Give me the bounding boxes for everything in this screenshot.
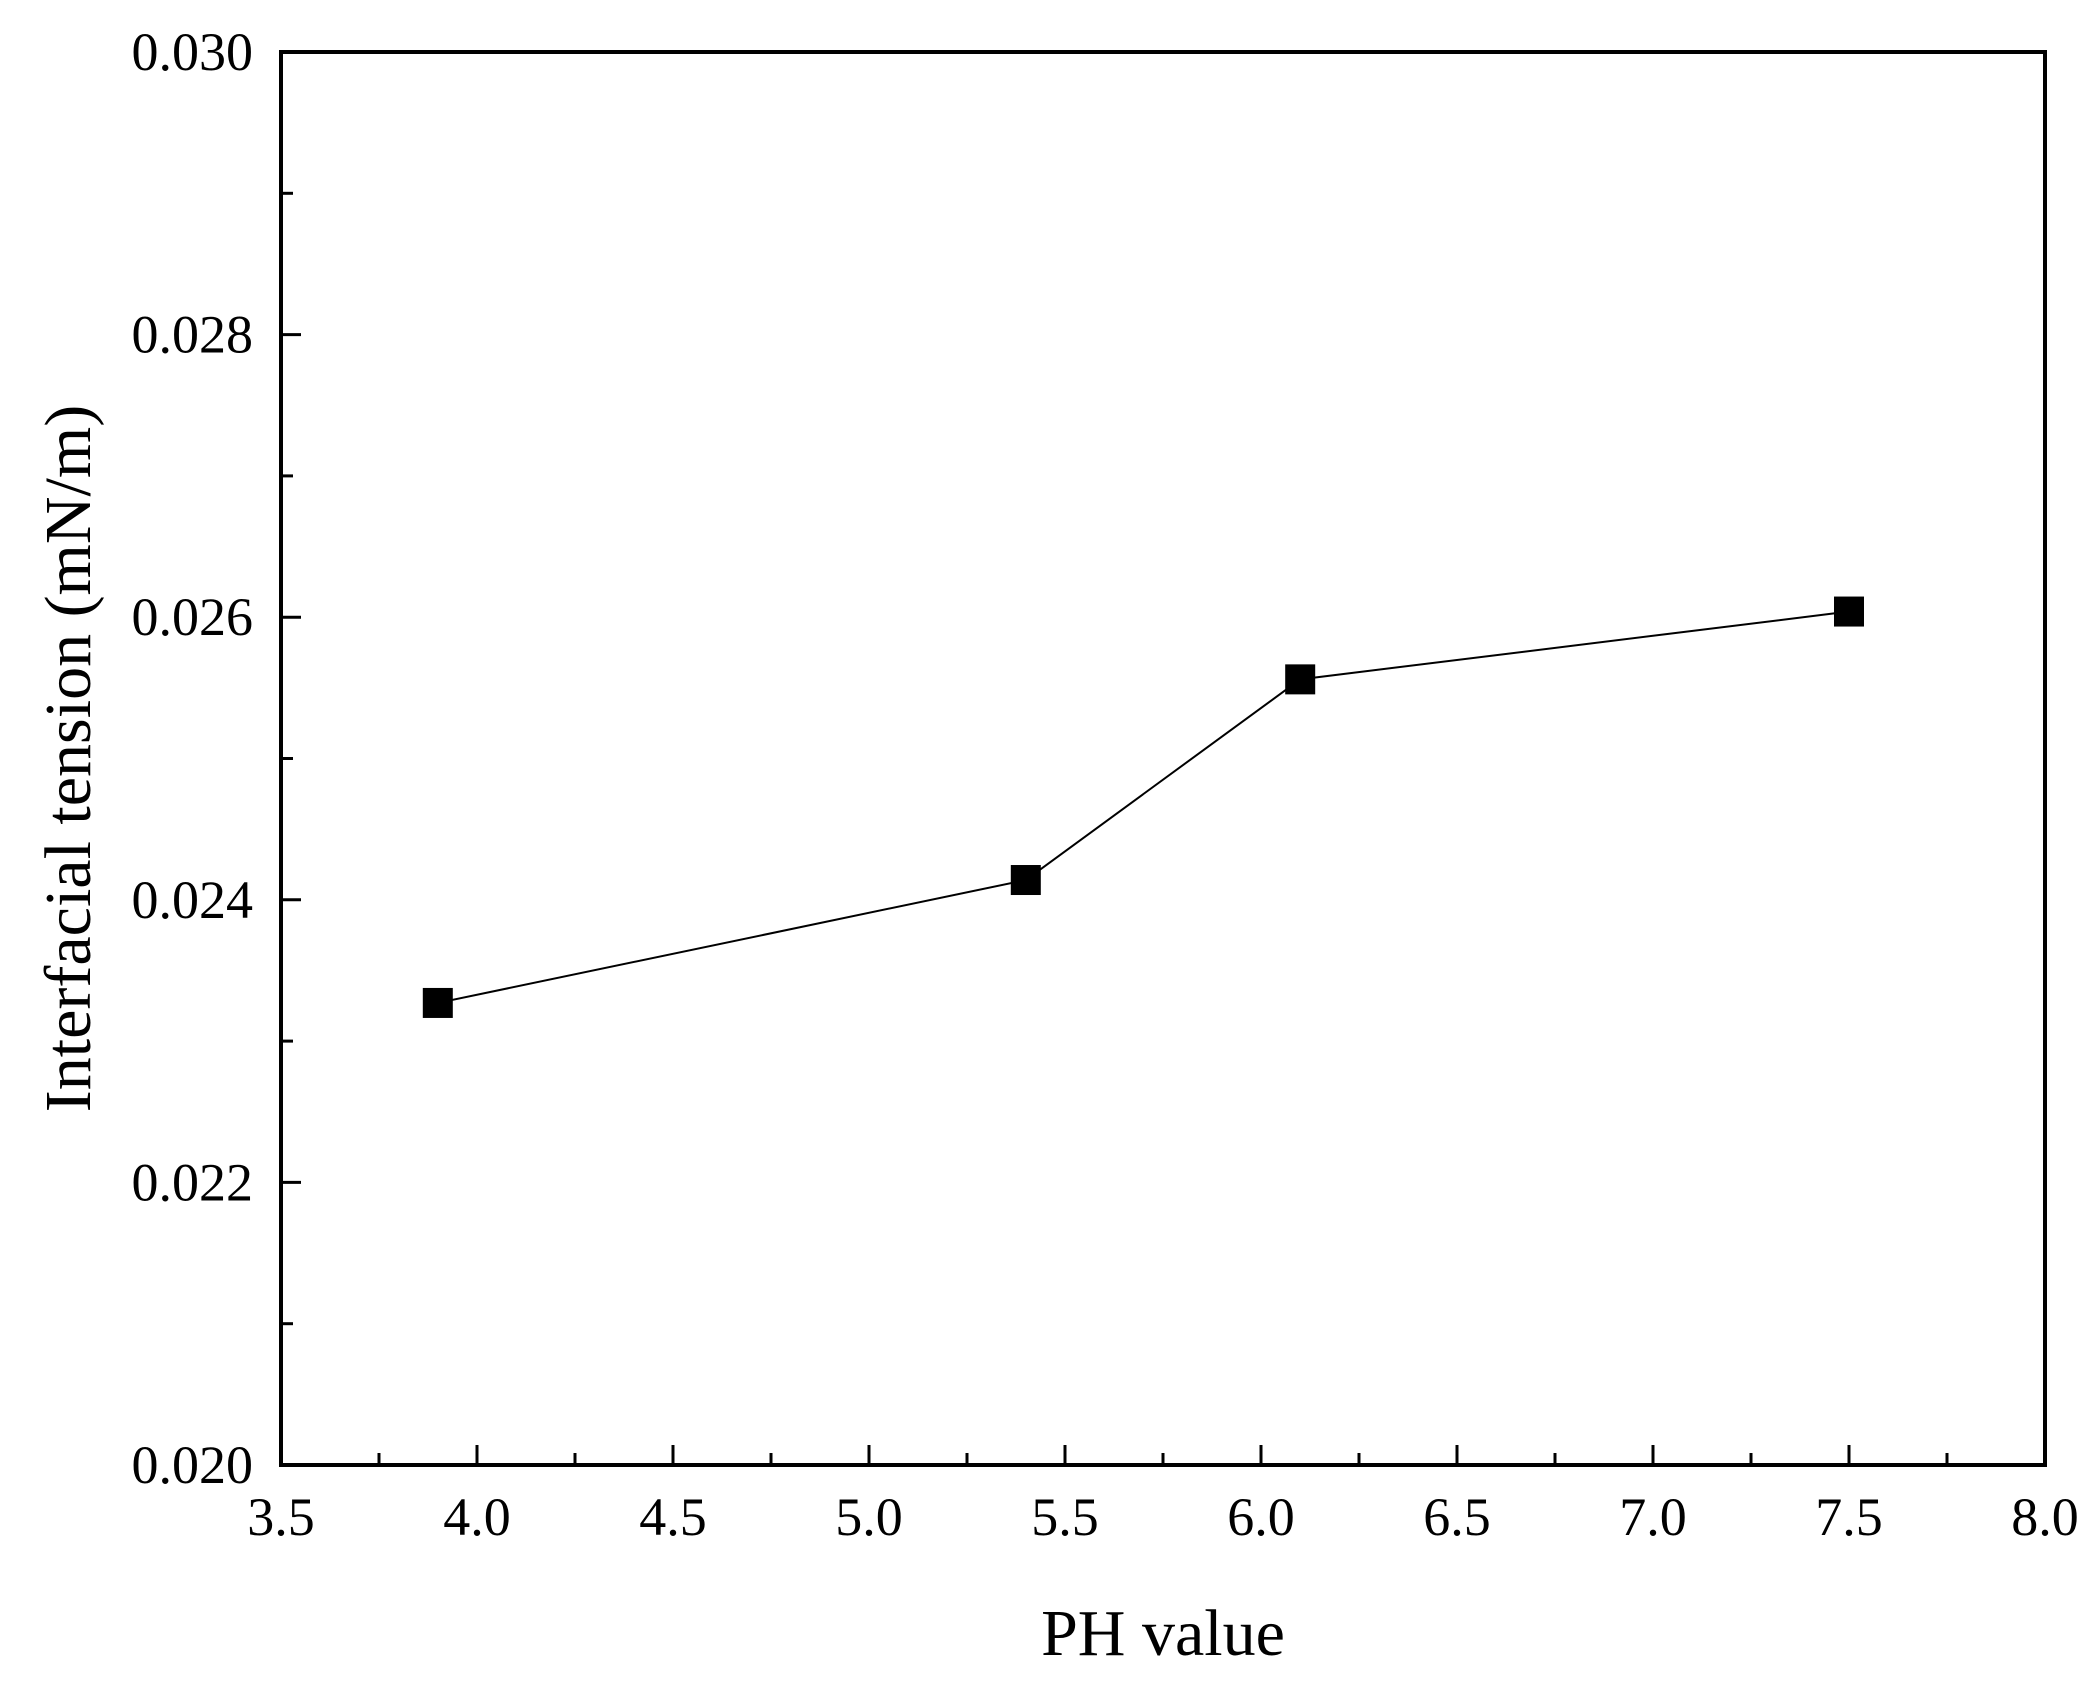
data-point-2	[1010, 865, 1041, 896]
y-tick-label: 0.020	[132, 1435, 254, 1495]
data-point-1	[422, 987, 453, 1018]
x-tick-label: 4.0	[443, 1487, 511, 1547]
x-tick-label: 3.5	[247, 1487, 315, 1547]
y-tick-label: 0.026	[132, 587, 254, 647]
plot-frame	[279, 50, 2047, 1467]
data-point-3	[1285, 664, 1316, 695]
x-tick-label: 8.0	[2011, 1487, 2079, 1547]
x-tick-label: 4.5	[639, 1487, 707, 1547]
x-tick-label: 5.0	[835, 1487, 903, 1547]
y-tick-label: 0.024	[132, 870, 254, 930]
y-tick-label: 0.022	[132, 1152, 254, 1212]
y-tick-label: 0.030	[132, 22, 254, 82]
series-layer	[422, 596, 1864, 1018]
y-tick-label: 0.028	[132, 305, 254, 365]
y-axis-tick-labels: 0.020 0.022 0.024 0.026 0.028 0.030	[132, 22, 254, 1495]
x-tick-label: 6.0	[1227, 1487, 1295, 1547]
series-line	[437, 610, 1850, 1004]
x-axis-title: PH value	[1041, 1597, 1285, 1670]
x-tick-label: 5.5	[1031, 1487, 1099, 1547]
x-tick-label: 7.5	[1815, 1487, 1883, 1547]
y-axis-title: Interfacial tension (mN/m)	[32, 405, 105, 1112]
x-tick-label: 6.5	[1423, 1487, 1491, 1547]
data-point-4	[1834, 596, 1864, 627]
x-tick-label: 7.0	[1619, 1487, 1687, 1547]
x-axis-tick-labels: 3.5 4.0 4.5 5.0 5.5 6.0 6.5 7.0 7.5 8.0	[247, 1487, 2079, 1547]
